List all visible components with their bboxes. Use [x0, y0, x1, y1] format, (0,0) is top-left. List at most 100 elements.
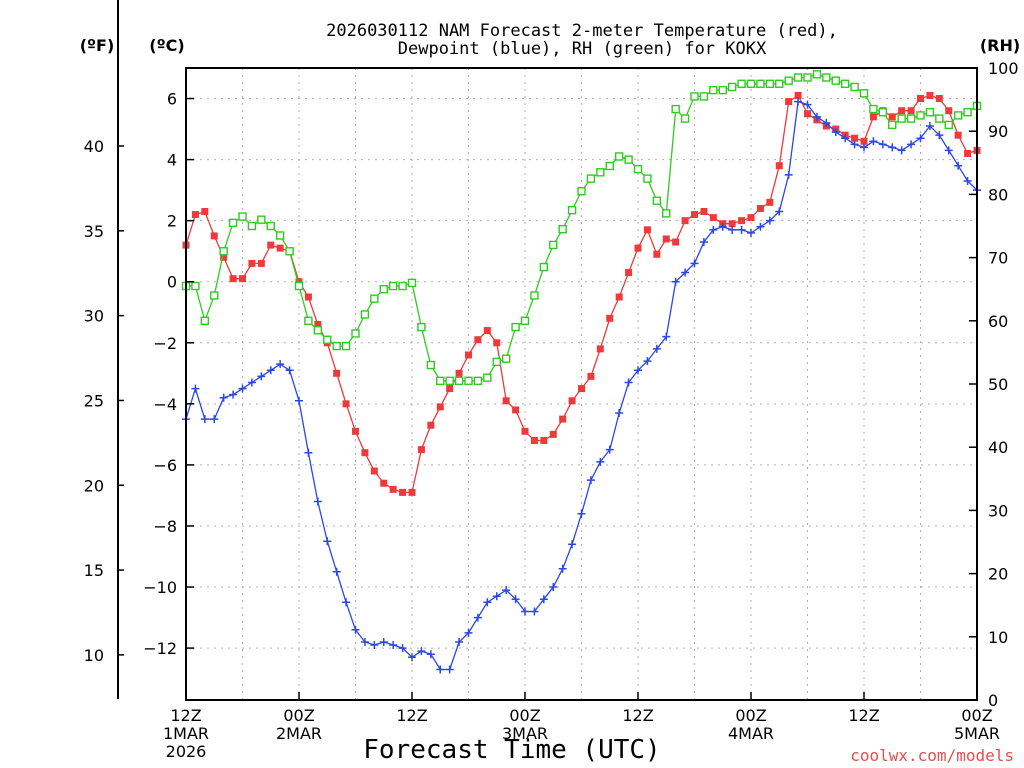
rh-point: [840, 79, 850, 89]
temperature-point: [747, 214, 755, 222]
temperature-point: [804, 110, 811, 118]
time-tick-label: 1MAR: [163, 724, 209, 743]
temperature-point: [370, 467, 378, 475]
temperature-point: [869, 113, 877, 121]
fahrenheit-tick-label: 40: [84, 137, 104, 156]
temperature-point: [898, 107, 906, 115]
temperature-point: [304, 293, 312, 301]
dewpoint-point: [360, 637, 369, 646]
rh-tick-label: 30: [988, 501, 1008, 520]
fahrenheit-tick-label: 25: [84, 391, 104, 410]
rh-point: [436, 376, 445, 386]
rh-point: [737, 79, 746, 89]
temperature-point: [267, 241, 275, 249]
fahrenheit-tick-label: 15: [84, 561, 104, 580]
temperature-point: [502, 397, 510, 405]
temperature-point: [662, 235, 670, 243]
dewpoint-point: [323, 537, 332, 546]
celsius-tick-label: −10: [143, 578, 177, 597]
temperature-point: [681, 217, 689, 225]
dewpoint-point: [850, 140, 859, 149]
temperature-point: [314, 320, 322, 328]
rh-point: [605, 161, 614, 171]
rh-unit-label: (RH): [980, 36, 1020, 55]
dewpoint-point: [822, 118, 831, 127]
rh-point: [765, 79, 775, 89]
time-tick-label: 12Z: [170, 706, 201, 725]
dewpoint-point: [483, 598, 492, 607]
rh-point: [652, 196, 662, 205]
temperature-point: [756, 204, 764, 212]
rh-point: [577, 187, 586, 196]
rh-point: [822, 73, 831, 82]
dewpoint-point: [907, 140, 916, 149]
dewpoint-point: [417, 647, 426, 656]
rh-point: [614, 152, 624, 161]
time-tick-label: 3MAR: [502, 724, 548, 743]
temperature-point: [521, 427, 529, 435]
rh-point: [906, 114, 916, 123]
dewpoint-point: [549, 583, 558, 592]
rh-point: [916, 111, 925, 120]
rh-point: [360, 310, 370, 319]
dewpoint-point: [869, 137, 878, 146]
fahrenheit-tick-label: 20: [84, 476, 104, 495]
dewpoint-point: [794, 97, 803, 106]
dewpoint-point: [351, 625, 360, 634]
temperature-point: [625, 269, 633, 277]
temperature-point: [794, 91, 802, 99]
dewpoint-point: [266, 366, 275, 375]
rh-point: [398, 281, 407, 291]
rh-tick-label: 10: [988, 628, 1008, 647]
rh-point: [925, 108, 935, 117]
dewpoint-point: [643, 357, 652, 366]
dewpoint-point: [699, 238, 708, 247]
rh-tick-label: 100: [988, 59, 1019, 78]
rh-point: [878, 108, 888, 117]
temperature-point: [672, 238, 680, 246]
temperature-point: [408, 488, 416, 496]
temperature-point: [295, 278, 303, 286]
temperature-point: [333, 369, 341, 377]
temperature-point: [851, 134, 859, 142]
temperature-point: [945, 107, 953, 115]
temperature-point: [917, 95, 924, 103]
rh-point: [944, 120, 953, 130]
rh-point: [257, 215, 266, 224]
temperature-point: [352, 427, 359, 435]
temperature-point: [691, 211, 698, 219]
temperature-point: [191, 211, 199, 219]
rh-point: [247, 221, 257, 231]
time-tick-label: 12Z: [848, 706, 879, 725]
rh-point: [351, 329, 360, 338]
dewpoint-point: [634, 366, 642, 375]
dewpoint-point: [332, 567, 341, 576]
rh-point: [643, 174, 652, 183]
temperature-point: [436, 403, 444, 411]
dewpoint-point: [436, 665, 445, 674]
rh-point: [445, 376, 454, 386]
rh-point: [323, 335, 332, 344]
dewpoint-point: [897, 146, 906, 155]
rh-point: [633, 164, 643, 174]
rh-point: [200, 316, 210, 325]
time-tick-label: 2026: [166, 742, 207, 761]
time-tick-label: 5MAR: [954, 724, 1000, 743]
rh-point: [624, 155, 633, 164]
temperature-point: [728, 220, 736, 228]
celsius-tick-label: 0: [167, 273, 177, 292]
dewpoint-point: [737, 225, 746, 234]
dewpoint-point: [586, 476, 595, 485]
axes: [117, 0, 978, 701]
temperature-point: [342, 400, 350, 408]
temperature-point: [389, 485, 397, 493]
dewpoint-point: [304, 448, 313, 457]
dewpoint-point: [803, 100, 812, 109]
rh-point: [501, 354, 511, 363]
time-tick-label: 4MAR: [728, 724, 774, 743]
rh-point: [869, 104, 878, 114]
temperature-point: [568, 397, 576, 405]
celsius-tick-label: −2: [153, 334, 177, 353]
temperature-point: [540, 436, 548, 444]
temperature-point: [229, 275, 237, 283]
